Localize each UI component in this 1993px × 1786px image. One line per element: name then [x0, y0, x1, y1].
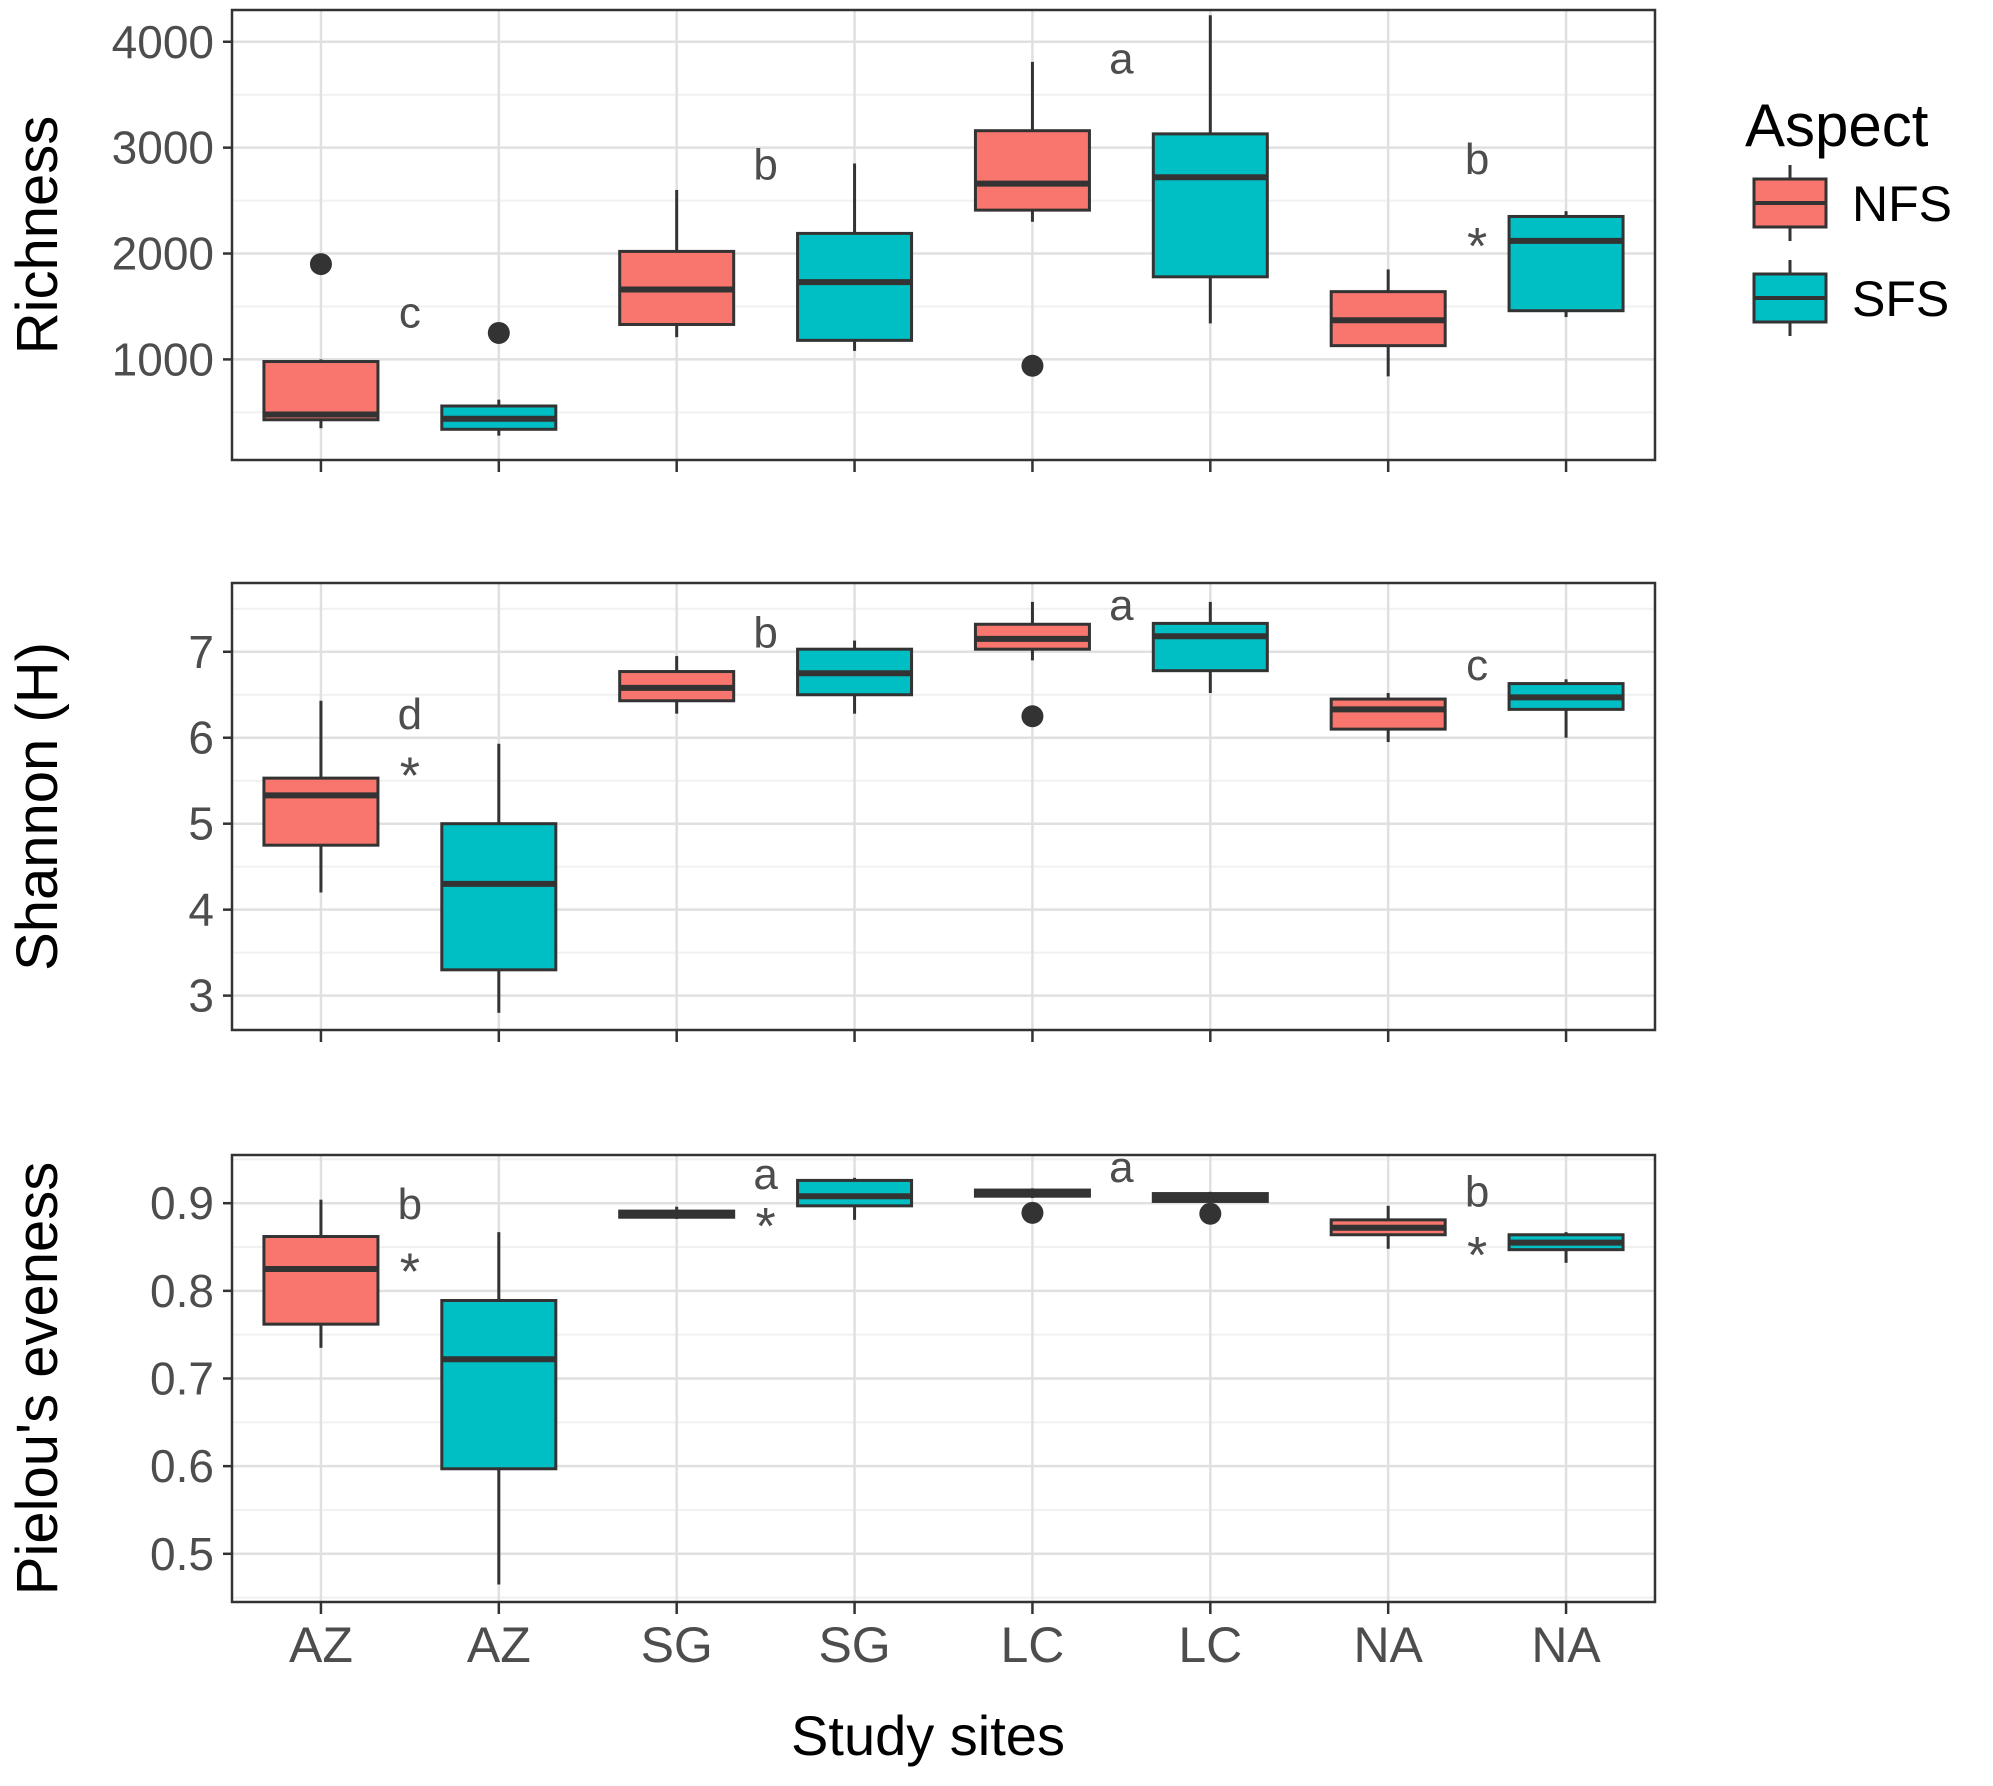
y-tick-label: 0.7 [150, 1353, 214, 1405]
legend-label: SFS [1852, 271, 1949, 327]
outlier-point [309, 253, 332, 276]
box-lc-sfs [1151, 601, 1269, 694]
legend-item-nfs: NFS [1752, 165, 1952, 241]
y-tick-label: 0.6 [150, 1440, 214, 1492]
box-body [262, 360, 380, 422]
x-tick-label: SG [818, 1617, 890, 1673]
box-na-nfs [1329, 1205, 1447, 1249]
box-lc-sfs [1151, 1191, 1269, 1225]
box-az-nfs [262, 1199, 380, 1348]
significance-label: c [399, 289, 421, 338]
legend-title: Aspect [1745, 92, 1929, 159]
box-body [262, 1235, 380, 1326]
x-tick-label: AZ [467, 1617, 531, 1673]
box-az-sfs [440, 743, 558, 1013]
significance-label: * [400, 1243, 420, 1301]
box-na-nfs [1329, 269, 1447, 377]
box-body [796, 231, 914, 342]
box-sg-sfs [796, 1177, 914, 1220]
box-body [1329, 697, 1447, 731]
significance-label: b [1465, 135, 1489, 184]
box-body [973, 129, 1091, 212]
box-sg-nfs [618, 1206, 736, 1219]
panel-1: c b a b * 1000 2000 3000 4000 Richness [5, 8, 1657, 472]
box-az-sfs [440, 321, 558, 436]
y-tick-label: 4 [188, 884, 214, 936]
box-az-sfs [440, 1232, 558, 1585]
legend-label: NFS [1852, 176, 1952, 232]
box-body [1151, 132, 1269, 279]
box-na-nfs [1329, 693, 1447, 743]
significance-label: a [1109, 581, 1134, 630]
significance-label: c [1466, 641, 1488, 690]
y-tick-label: 0.8 [150, 1265, 214, 1317]
y-tick-label: 7 [188, 626, 214, 678]
x-tick-label: LC [1178, 1617, 1242, 1673]
box-sg-nfs [618, 190, 736, 338]
panel-border [230, 581, 1657, 1032]
outlier-point [1021, 1201, 1044, 1224]
significance-label: * [1467, 1227, 1487, 1285]
y-tick-label: 2000 [112, 228, 214, 280]
outlier-point [1021, 705, 1044, 728]
box-lc-nfs [973, 1188, 1091, 1224]
significance-label: a [1109, 35, 1134, 84]
box-na-sfs [1507, 1232, 1625, 1263]
box-lc-nfs [973, 601, 1091, 728]
x-tick-label: NA [1353, 1617, 1423, 1673]
box-body [440, 822, 558, 972]
x-axis-title: Study sites [791, 1704, 1065, 1767]
significance-label: b [1465, 1168, 1489, 1217]
box-body [796, 1178, 914, 1208]
box-body [262, 776, 380, 847]
x-tick-label: AZ [289, 1617, 353, 1673]
y-tick-label: 1000 [112, 333, 214, 385]
y-tick-label: 0.9 [150, 1177, 214, 1229]
panel-border [230, 8, 1657, 462]
box-az-nfs [262, 700, 380, 893]
y-tick-label: 6 [188, 712, 214, 764]
x-tick-label: SG [641, 1617, 713, 1673]
y-tick-label: 0.5 [150, 1528, 214, 1580]
box-az-nfs [262, 253, 380, 429]
outlier-point [1021, 354, 1044, 377]
box-na-sfs [1507, 679, 1625, 738]
y-tick-label: 3000 [112, 122, 214, 174]
panels: c b a b * 1000 2000 3000 4000 Richness d * b a c 3 4 5 6 7 S… [5, 8, 1657, 1673]
y-tick-label: 4000 [112, 16, 214, 68]
box-na-sfs [1507, 211, 1625, 318]
y-axis-title: Pielou's eveness [5, 1162, 70, 1595]
box-body [1507, 214, 1625, 313]
significance-label: * [400, 748, 420, 806]
x-tick-label: LC [1000, 1617, 1064, 1673]
significance-label: d [398, 690, 422, 739]
outlier-point [487, 321, 510, 344]
box-lc-nfs [973, 61, 1091, 377]
significance-label: * [756, 1198, 776, 1256]
box-sg-sfs [796, 640, 914, 714]
significance-label: b [753, 608, 777, 657]
box-body [1151, 621, 1269, 673]
significance-label: a [753, 1150, 778, 1199]
y-axis-title: Richness [5, 116, 70, 355]
x-tick-label: NA [1531, 1617, 1601, 1673]
significance-label: b [398, 1180, 422, 1229]
legend: Aspect NFS SFS [1745, 92, 1952, 336]
legend-item-sfs: SFS [1752, 260, 1949, 336]
significance-label: a [1109, 1143, 1134, 1192]
y-axis-title: Shannon (H) [5, 642, 70, 971]
y-tick-label: 3 [188, 970, 214, 1022]
box-lc-sfs [1151, 15, 1269, 324]
y-tick-label: 5 [188, 798, 214, 850]
significance-label: * [1467, 218, 1487, 276]
panel-2: d * b a c 3 4 5 6 7 Shannon (H) [5, 581, 1657, 1042]
box-body [440, 1298, 558, 1471]
box-sg-nfs [618, 656, 736, 714]
outlier-point [1199, 1202, 1222, 1225]
significance-label: b [753, 140, 777, 189]
box-sg-sfs [796, 163, 914, 351]
